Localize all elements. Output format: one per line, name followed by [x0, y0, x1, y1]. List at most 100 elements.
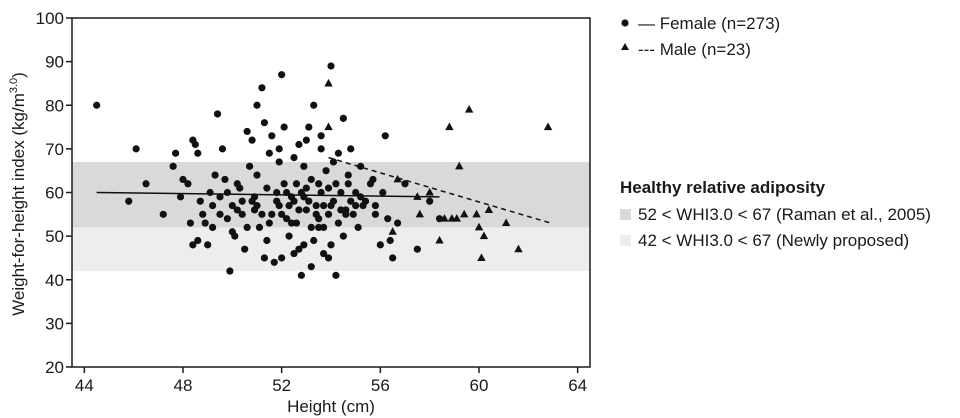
- female-point: [201, 219, 209, 227]
- female-point: [142, 180, 150, 188]
- legend-male-label: --- Male (n=23): [638, 40, 751, 59]
- female-point: [384, 215, 392, 223]
- female-point: [285, 232, 293, 240]
- female-point: [231, 232, 239, 240]
- female-point: [376, 241, 384, 249]
- female-point: [339, 232, 347, 240]
- data-points: [93, 62, 553, 279]
- female-point: [394, 219, 402, 227]
- female-point: [359, 201, 367, 210]
- female-point: [223, 188, 231, 197]
- female-point: [204, 241, 212, 249]
- y-tick-label: 40: [45, 271, 64, 290]
- female-point: [236, 184, 244, 192]
- female-point: [253, 171, 261, 179]
- female-point: [307, 175, 315, 184]
- female-point: [426, 197, 434, 205]
- female-point: [209, 201, 217, 210]
- y-tick-label: 80: [45, 96, 64, 115]
- female-point: [300, 193, 308, 201]
- female-point: [302, 184, 310, 192]
- female-point: [320, 201, 328, 210]
- x-tick-label: 60: [470, 376, 489, 395]
- female-point: [295, 140, 303, 149]
- female-point: [315, 180, 323, 188]
- female-point: [278, 210, 286, 218]
- female-point: [337, 206, 345, 214]
- female-point: [317, 132, 325, 140]
- legend-female-marker: [621, 19, 629, 27]
- female-point: [273, 197, 281, 205]
- female-point: [347, 145, 355, 153]
- female-point: [253, 101, 261, 109]
- female-point: [320, 223, 328, 231]
- male-point: [477, 253, 486, 261]
- female-point: [337, 188, 345, 197]
- female-point: [278, 71, 286, 79]
- female-point: [295, 245, 303, 253]
- female-point: [290, 154, 298, 162]
- female-point: [320, 249, 328, 258]
- male-point: [460, 209, 469, 218]
- female-point: [315, 223, 323, 231]
- female-point: [302, 136, 310, 144]
- female-point: [93, 101, 101, 109]
- female-point: [324, 254, 333, 262]
- female-point: [270, 258, 278, 266]
- female-point: [125, 197, 133, 205]
- male-point: [415, 209, 424, 218]
- female-point: [283, 215, 291, 223]
- y-axis-title-close: ): [9, 72, 28, 78]
- legend-band-new-label: 42 < WHI3.0 < 67 (Newly proposed): [638, 231, 909, 250]
- female-point: [176, 193, 185, 201]
- female-point: [194, 236, 202, 245]
- y-tick-label: 70: [45, 140, 64, 159]
- female-point: [310, 236, 318, 245]
- male-point: [440, 214, 449, 222]
- female-point: [317, 145, 325, 153]
- female-point: [268, 132, 276, 140]
- female-point: [339, 114, 347, 122]
- female-point: [223, 215, 231, 223]
- female-point: [216, 210, 224, 218]
- male-point: [484, 205, 494, 213]
- x-axis-title: Height (cm): [287, 397, 375, 416]
- female-point: [268, 210, 276, 218]
- female-point: [211, 171, 219, 179]
- female-point: [258, 84, 266, 92]
- female-point: [302, 206, 310, 214]
- legend-band-raman-label: 52 < WHI3.0 < 67 (Raman et al., 2005): [638, 205, 931, 224]
- female-point: [357, 162, 365, 170]
- female-point: [196, 197, 204, 205]
- male-point: [324, 78, 333, 87]
- female-point: [334, 149, 342, 157]
- female-point: [317, 188, 325, 197]
- female-point: [315, 215, 323, 223]
- y-tick-label: 50: [45, 227, 64, 246]
- female-point: [310, 101, 318, 109]
- female-point: [379, 188, 387, 197]
- female-point: [189, 241, 197, 249]
- female-point: [332, 271, 340, 279]
- female-point: [275, 145, 283, 153]
- female-point: [226, 267, 234, 275]
- x-tick-label: 64: [568, 376, 587, 395]
- female-point: [344, 171, 352, 179]
- female-point: [327, 201, 335, 210]
- female-trend-line: [96, 191, 440, 198]
- x-tick-label: 48: [174, 376, 193, 395]
- female-point: [243, 223, 251, 231]
- female-point: [342, 210, 350, 218]
- male-point: [472, 209, 481, 218]
- y-axis-title-sup: 3.0: [8, 78, 20, 93]
- legend-bands-heading: Healthy relative adiposity: [620, 178, 826, 197]
- legend-female-label: — Female (n=273): [638, 14, 780, 33]
- female-point: [329, 158, 338, 166]
- female-point: [305, 197, 313, 205]
- female-point: [307, 263, 315, 271]
- x-tick-label: 52: [272, 376, 291, 395]
- female-point: [132, 145, 140, 153]
- x-tick-label: 56: [371, 376, 390, 395]
- female-point: [300, 241, 308, 249]
- female-point: [413, 245, 421, 253]
